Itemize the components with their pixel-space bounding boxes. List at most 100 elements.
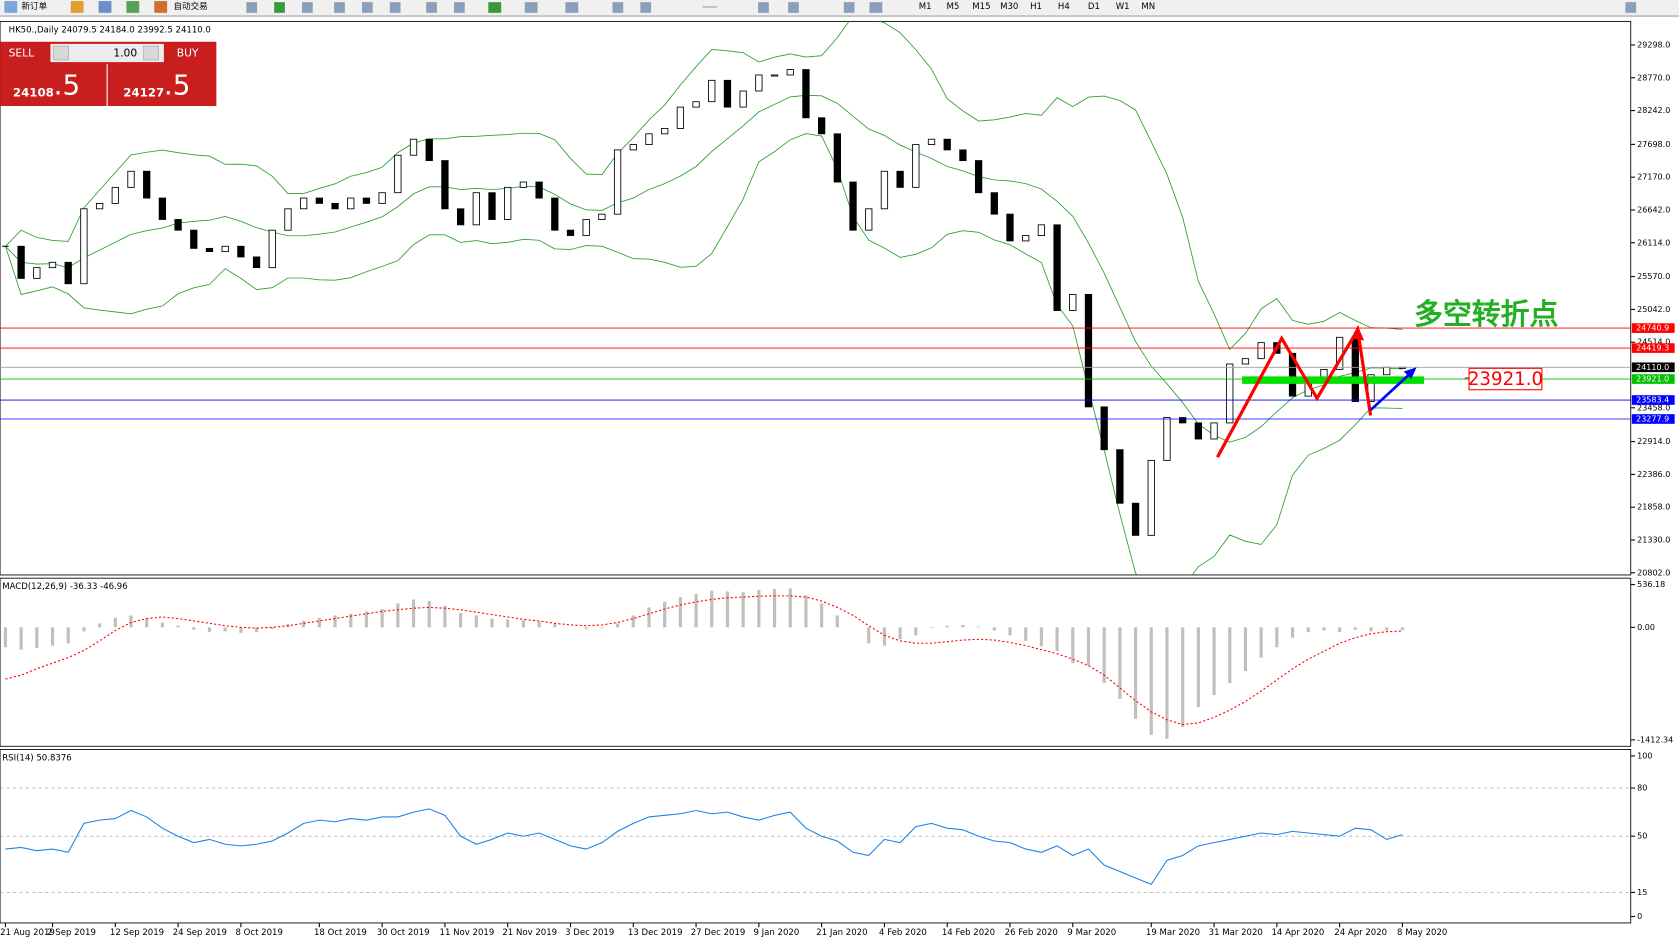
candle <box>158 197 167 220</box>
timeframe[interactable]: H1 <box>1030 2 1042 12</box>
candle <box>959 149 967 162</box>
rsi-title: RSI(14) 50.8376 <box>2 754 72 764</box>
macd-bar <box>725 591 730 628</box>
candle <box>802 69 810 119</box>
y-tick-label: 29298.0 <box>1637 40 1670 49</box>
x-tick-label: 26 Feb 2020 <box>1005 928 1058 938</box>
volume-down[interactable] <box>53 45 69 61</box>
hand-drawing <box>1216 325 1425 458</box>
rsi-line <box>5 808 1403 886</box>
timeframe[interactable]: M15 <box>972 2 990 12</box>
icon[interactable] <box>98 1 112 13</box>
sell-price[interactable]: 24108 <box>13 86 54 100</box>
candle <box>1022 235 1030 242</box>
candle <box>880 170 889 210</box>
x-tick-label: 9 Mar 2020 <box>1067 928 1116 938</box>
macd-bar <box>631 615 635 628</box>
price-level-label: 23921.0 <box>1636 375 1669 384</box>
icon[interactable] <box>70 1 84 13</box>
candle <box>1053 224 1061 311</box>
timeframe[interactable]: W1 <box>1116 2 1130 12</box>
y-tick-label: 21330.0 <box>1637 536 1670 545</box>
timeframe[interactable]: M30 <box>1000 2 1018 12</box>
candle <box>676 106 685 129</box>
macd-bar <box>239 627 243 633</box>
volume[interactable]: 1.00 <box>113 47 137 60</box>
new-order[interactable]: 新订单 <box>21 0 47 12</box>
y-tick-label: 50 <box>1637 832 1647 841</box>
candle <box>755 74 763 92</box>
candle <box>1100 406 1108 451</box>
macd-bar <box>1102 627 1106 684</box>
candle <box>456 208 465 226</box>
candle <box>347 197 355 210</box>
y-tick-label: 25570.0 <box>1637 272 1670 281</box>
volume-up[interactable] <box>143 45 159 61</box>
candle <box>582 219 590 236</box>
sell-button[interactable]: SELL <box>9 47 34 60</box>
macd-bar <box>1353 627 1357 630</box>
macd-bar <box>1008 627 1012 636</box>
macd-bar <box>694 593 698 628</box>
bollinger-band <box>5 94 1403 443</box>
annotation: 多空转折点 <box>1414 297 1559 331</box>
price-level-tag <box>1631 414 1675 424</box>
timeframe[interactable]: H4 <box>1058 2 1070 12</box>
timeframe[interactable]: D1 <box>1088 2 1100 12</box>
candle <box>315 197 323 204</box>
macd-bar <box>600 627 604 629</box>
icon[interactable] <box>154 1 168 13</box>
buy-pips[interactable]: .5 <box>164 69 191 102</box>
macd-bar <box>98 623 102 628</box>
candle <box>896 170 904 188</box>
y-tick-label: 15 <box>1637 888 1647 897</box>
annotation-box <box>1468 367 1543 391</box>
macd-bar <box>1039 627 1043 647</box>
icon[interactable] <box>4 1 18 13</box>
x-tick-label: 27 Dec 2019 <box>691 928 746 938</box>
timeframe[interactable]: M1 <box>919 2 932 12</box>
icon[interactable] <box>126 1 140 13</box>
candle <box>849 181 857 231</box>
volume-box[interactable] <box>50 43 164 63</box>
candle <box>488 192 496 220</box>
candle <box>1084 293 1093 408</box>
candle <box>708 79 716 103</box>
candle <box>237 245 245 258</box>
buy-price[interactable]: 24127 <box>123 86 164 100</box>
timeframe[interactable]: M5 <box>947 2 960 12</box>
candle <box>143 170 151 199</box>
macd-bar <box>1243 627 1248 672</box>
price-level-label: 24740.9 <box>1636 324 1669 333</box>
y-tick-label: 27170.0 <box>1637 173 1670 182</box>
macd-bar <box>1259 627 1263 658</box>
candle <box>692 101 700 108</box>
candle <box>205 247 214 253</box>
y-tick-label: 21858.0 <box>1637 503 1670 512</box>
candle <box>64 261 72 285</box>
bollinger-band <box>5 21 1403 351</box>
buy-button[interactable]: BUY <box>177 47 199 60</box>
candle <box>1116 449 1124 504</box>
arrow-head <box>1351 325 1365 341</box>
candle <box>284 208 292 231</box>
timeframe[interactable]: MN <box>1141 2 1155 12</box>
candle <box>80 208 88 285</box>
candle <box>519 181 528 188</box>
candle <box>739 90 747 108</box>
macd-bar <box>898 627 902 640</box>
price-level-label: 24419.3 <box>1636 344 1669 353</box>
macd-bar <box>1118 627 1122 700</box>
macd-bar <box>788 588 792 628</box>
macd-bar <box>490 618 494 628</box>
macd-bar <box>349 613 353 628</box>
sell-pips[interactable]: .5 <box>54 69 81 102</box>
macd-bar <box>1290 627 1295 638</box>
x-tick-label: 13 Dec 2019 <box>628 928 683 938</box>
candle <box>535 181 543 199</box>
macd-bar <box>1181 627 1185 727</box>
auto-trading[interactable]: 自动交易 <box>174 0 208 12</box>
macd-bar <box>553 624 557 628</box>
candle <box>1241 358 1250 365</box>
